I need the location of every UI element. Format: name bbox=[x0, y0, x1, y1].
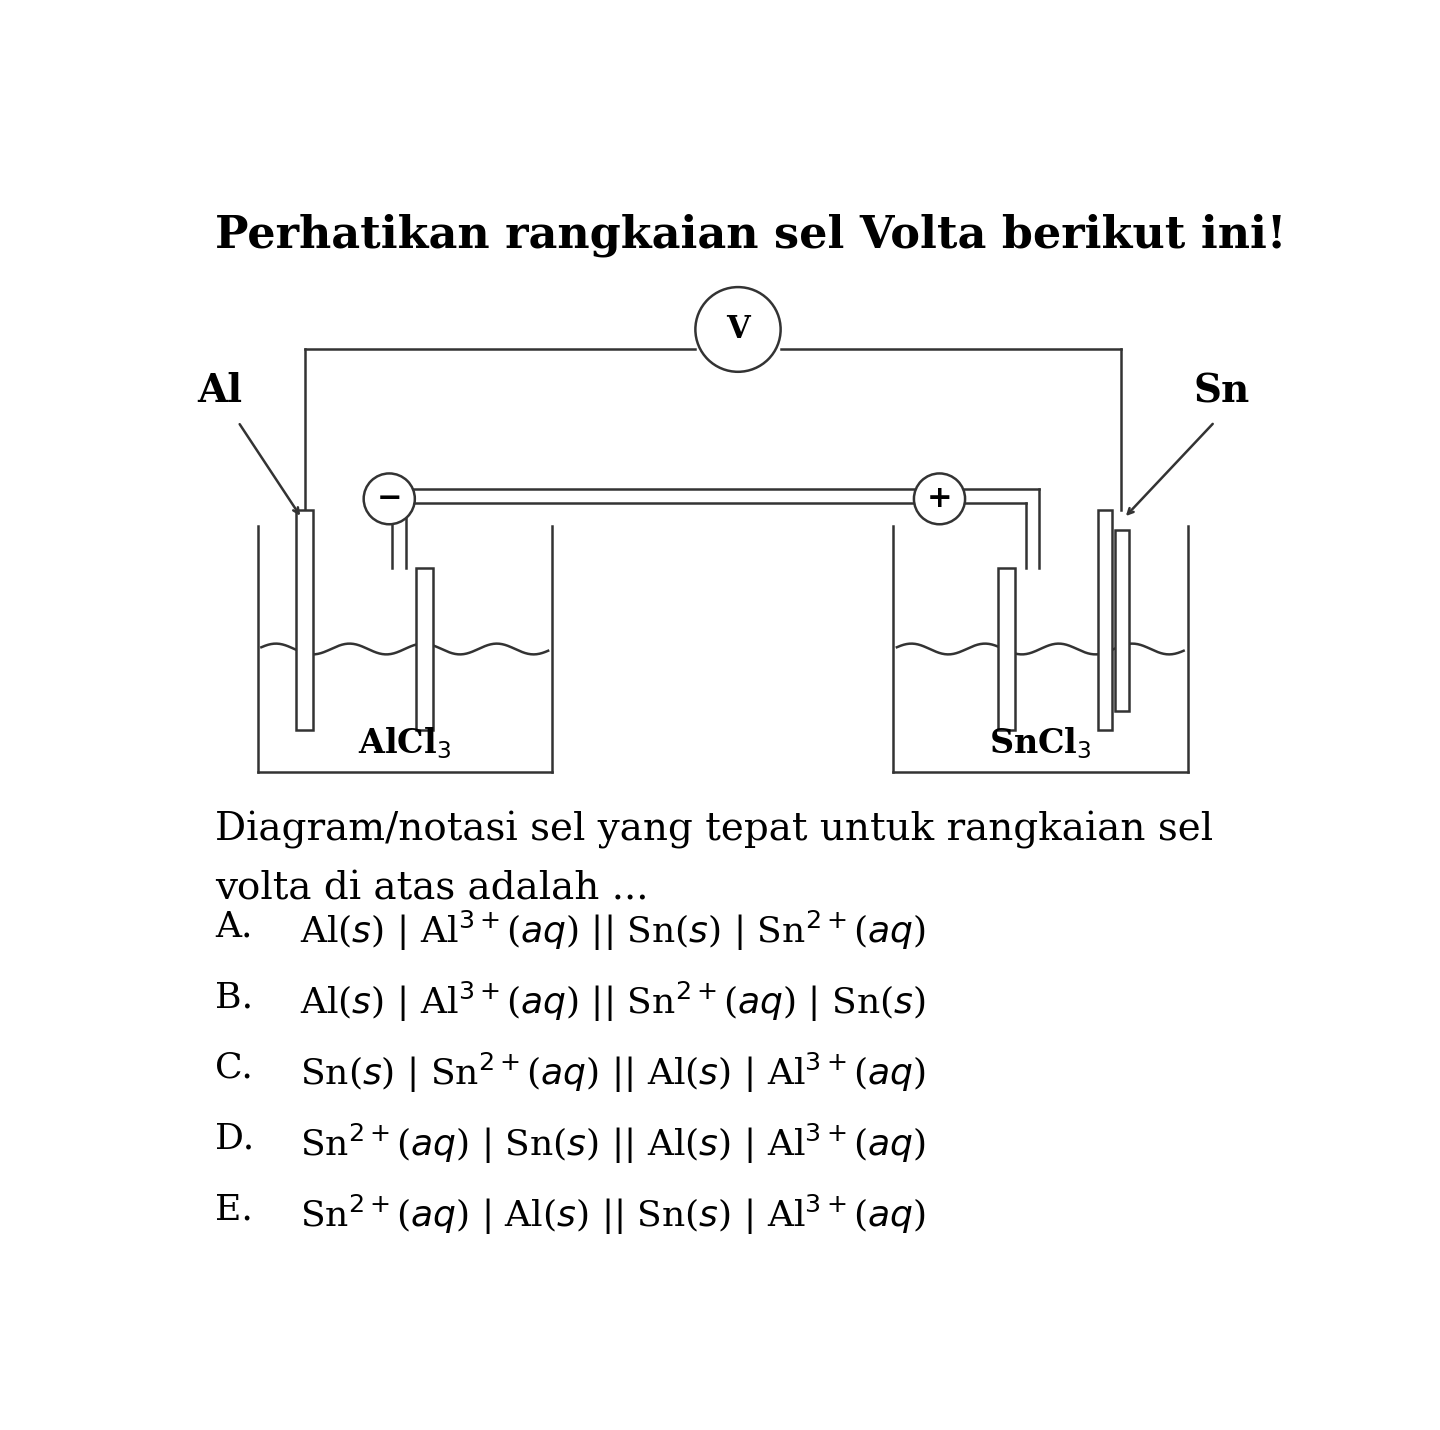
Bar bbox=[1099, 511, 1112, 729]
Text: Al: Al bbox=[197, 372, 242, 410]
Text: Al($s$) | Al$^{3+}$($aq$) || Sn$^{2+}$($aq$) | Sn($s$): Al($s$) | Al$^{3+}$($aq$) || Sn$^{2+}$($… bbox=[300, 980, 926, 1024]
Text: volta di atas adalah ...: volta di atas adalah ... bbox=[215, 871, 648, 908]
Text: Diagram/notasi sel yang tepat untuk rangkaian sel: Diagram/notasi sel yang tepat untuk rang… bbox=[215, 811, 1212, 848]
Text: Sn: Sn bbox=[1194, 372, 1250, 410]
Text: Sn$^{2+}$($aq$) | Al($s$) || Sn($s$) | Al$^{3+}$($aq$): Sn$^{2+}$($aq$) | Al($s$) || Sn($s$) | A… bbox=[300, 1193, 926, 1237]
Bar bbox=[416, 568, 433, 729]
Text: SnCl$_3$: SnCl$_3$ bbox=[989, 725, 1092, 761]
Circle shape bbox=[364, 473, 415, 525]
Text: Sn$^{2+}$($aq$) | Sn($s$) || Al($s$) | Al$^{3+}$($aq$): Sn$^{2+}$($aq$) | Sn($s$) || Al($s$) | A… bbox=[300, 1121, 926, 1165]
Text: D.: D. bbox=[215, 1121, 253, 1155]
Text: +: + bbox=[927, 485, 952, 513]
Text: Perhatikan rangkaian sel Volta berikut ini!: Perhatikan rangkaian sel Volta berikut i… bbox=[215, 214, 1286, 257]
Text: E.: E. bbox=[215, 1193, 253, 1227]
Circle shape bbox=[696, 287, 780, 372]
Bar bbox=[1116, 529, 1129, 711]
Text: A.: A. bbox=[215, 909, 252, 944]
Text: −: − bbox=[376, 485, 402, 513]
Text: B.: B. bbox=[215, 980, 253, 1014]
Text: V: V bbox=[726, 315, 750, 345]
Text: C.: C. bbox=[215, 1051, 253, 1085]
Text: Al($s$) | Al$^{3+}$($aq$) || Sn($s$) | Sn$^{2+}$($aq$): Al($s$) | Al$^{3+}$($aq$) || Sn($s$) | S… bbox=[300, 909, 926, 954]
Circle shape bbox=[914, 473, 965, 525]
Bar bbox=[998, 568, 1015, 729]
Text: AlCl$_3$: AlCl$_3$ bbox=[359, 725, 451, 761]
Bar bbox=[297, 511, 314, 729]
Text: Sn($s$) | Sn$^{2+}$($aq$) || Al($s$) | Al$^{3+}$($aq$): Sn($s$) | Sn$^{2+}$($aq$) || Al($s$) | A… bbox=[300, 1051, 926, 1095]
